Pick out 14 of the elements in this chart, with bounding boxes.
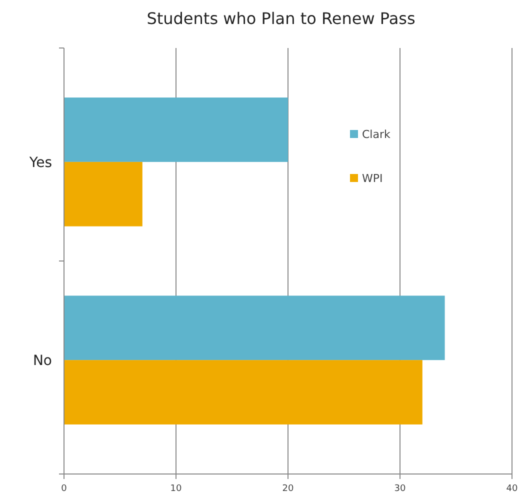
bar [64, 162, 142, 226]
bar [64, 296, 445, 360]
x-tick-label: 0 [61, 484, 68, 494]
y-tick-label: No [32, 353, 52, 370]
y-tick-label: Yes [28, 154, 52, 171]
bar [64, 360, 422, 424]
x-tick-label: 20 [282, 484, 294, 494]
legend-label: WPI [362, 172, 383, 185]
legend-label: Clark [362, 128, 391, 141]
chart-title: Students who Plan to Renew Pass [146, 9, 416, 28]
x-tick-label: 40 [506, 484, 518, 494]
x-tick-label: 30 [394, 484, 406, 494]
x-tick-label: 10 [170, 484, 182, 494]
bar [64, 98, 288, 162]
